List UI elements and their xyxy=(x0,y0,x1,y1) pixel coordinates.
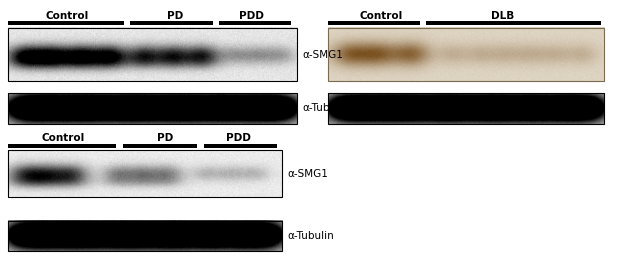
Bar xyxy=(219,21,291,25)
Text: PDD: PDD xyxy=(238,11,264,21)
Bar xyxy=(426,21,601,25)
Bar xyxy=(328,21,420,25)
Bar xyxy=(204,144,277,148)
Text: Control: Control xyxy=(42,133,85,143)
Text: α-SMG1: α-SMG1 xyxy=(287,169,328,178)
Bar xyxy=(8,93,297,124)
Text: Control: Control xyxy=(45,11,88,21)
Bar xyxy=(328,28,604,81)
Bar xyxy=(8,28,297,81)
Bar xyxy=(8,21,124,25)
Text: α-Tubulin: α-Tubulin xyxy=(302,103,349,113)
Bar xyxy=(8,150,282,197)
Bar xyxy=(8,221,282,251)
Bar xyxy=(328,93,604,124)
Text: PDD: PDD xyxy=(226,133,251,143)
Text: PD: PD xyxy=(157,133,174,143)
Bar xyxy=(130,21,213,25)
Text: α-SMG1: α-SMG1 xyxy=(302,49,343,60)
Text: PD: PD xyxy=(167,11,183,21)
Bar xyxy=(123,144,197,148)
Text: α-Tubulin: α-Tubulin xyxy=(287,231,335,241)
Text: DLB: DLB xyxy=(491,11,514,21)
Text: Control: Control xyxy=(360,11,403,21)
Bar xyxy=(8,144,116,148)
